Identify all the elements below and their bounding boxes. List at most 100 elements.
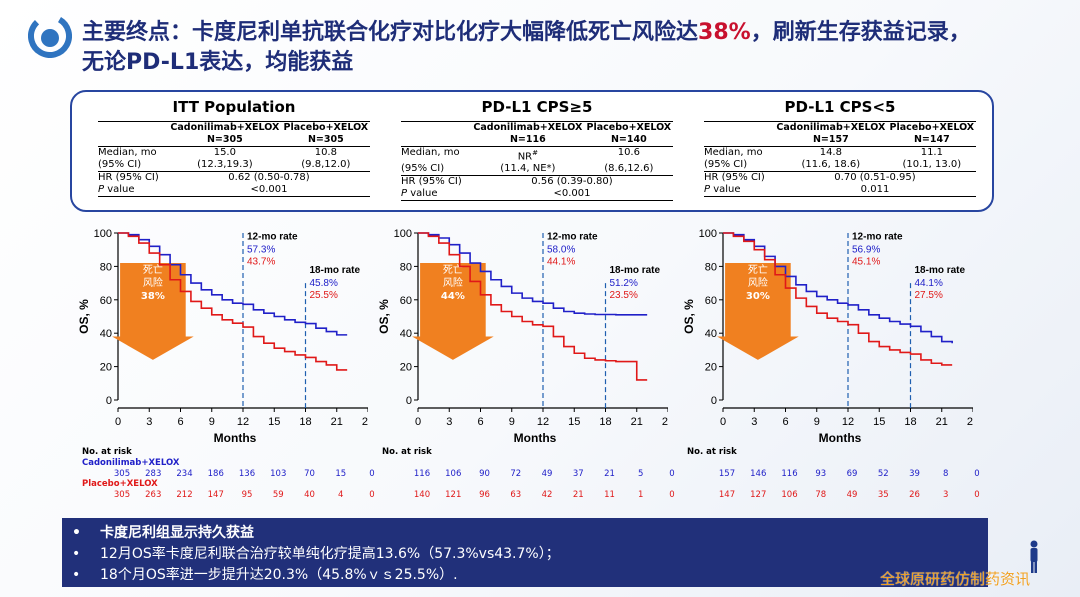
risk-count-blue: 8	[943, 469, 949, 479]
risk-count-red: 305	[113, 490, 131, 500]
risk-count-red: 95	[241, 490, 253, 500]
cell: (9.8,12.0)	[301, 159, 351, 170]
x-tick-label: 21	[936, 416, 948, 428]
arrow-label: 30%	[746, 291, 770, 302]
cell: (12.3,19.3)	[197, 159, 253, 170]
results-table: Cadonilimab+XELOX Placebo+XELOX N=305 N=30…	[98, 121, 370, 197]
y-tick-label: 80	[100, 261, 112, 273]
y-tick-label: 40	[400, 328, 412, 340]
y-tick-label: 100	[94, 228, 112, 240]
cell: (8.6,12.6)	[604, 163, 654, 175]
landmark-title: 12-mo rate	[852, 232, 903, 243]
x-tick-label: 0	[415, 416, 421, 428]
col-header: Placebo+XELOX	[889, 122, 975, 133]
risk-count-red: 121	[445, 490, 462, 500]
risk-count-red: 35	[877, 490, 889, 500]
y-tick-label: 60	[100, 295, 112, 307]
risk-count-blue: 15	[335, 469, 347, 479]
company-logo-icon	[28, 14, 72, 58]
risk-count-red: 127	[750, 490, 767, 500]
x-tick-label: 3	[446, 416, 452, 428]
col-n: N=116	[509, 134, 546, 145]
risk-count-red: 40	[304, 490, 315, 500]
x-tick-label: 12	[237, 416, 249, 428]
x-tick-label: 12	[537, 416, 549, 428]
risk-count-blue: 0	[369, 469, 375, 479]
x-tick-label: 12	[842, 416, 854, 428]
risk-count-red: 0	[669, 490, 675, 500]
risk-table-title: No. at risk	[82, 447, 132, 457]
x-tick-label: 15	[873, 416, 885, 428]
risk-count-blue: 116	[781, 469, 798, 479]
y-tick-label: 80	[705, 261, 717, 273]
y-tick-label: 0	[106, 395, 112, 407]
risk-label-red: Placebo+XELOX	[82, 479, 158, 489]
x-tick-label: 3	[146, 416, 152, 428]
landmark-rate-red: 44.1%	[547, 257, 575, 268]
risk-count-red: 147	[718, 490, 736, 500]
x-tick-label: 24	[362, 416, 368, 428]
y-tick-label: 60	[705, 295, 717, 307]
arrow-label: 死亡	[443, 263, 463, 276]
x-tick-label: 15	[268, 416, 280, 428]
risk-count-blue: 70	[304, 469, 315, 479]
risk-count-blue: 103	[270, 469, 287, 479]
risk-table-cps-ge5: No. at risk 116 106 90 72 49 37 21 5 0 140 121 96 63 4…	[380, 447, 680, 507]
risk-count-blue: 157	[718, 469, 736, 479]
risk-count-blue: 21	[604, 469, 615, 479]
arrow-label: 44%	[441, 291, 465, 302]
col-n: N=147	[913, 134, 950, 145]
cell: 14.8	[819, 147, 842, 158]
finding-line-3: • 18个月OS率进一步提升达20.3%（45.8%ｖｓ25.5%）.	[72, 567, 458, 583]
risk-count-red: 1	[638, 490, 644, 500]
landmark-rate-red: 25.5%	[310, 290, 338, 301]
cell: 10.6	[617, 147, 640, 158]
risk-count-blue: 93	[815, 469, 827, 479]
risk-count-blue: 5	[638, 469, 644, 479]
row-label: Median, mo	[704, 147, 763, 158]
risk-count-red: 140	[413, 490, 431, 500]
risk-count-blue: 0	[669, 469, 675, 479]
risk-count-red: 4	[338, 490, 344, 500]
landmark-title: 12-mo rate	[547, 232, 598, 243]
series-line-cadonilimab	[418, 232, 648, 316]
landmark-rate-blue: 56.9%	[852, 245, 880, 256]
risk-count-blue: 69	[846, 469, 858, 479]
risk-reduction-arrow	[112, 263, 194, 360]
x-tick-label: 6	[177, 416, 183, 428]
row-label: (95% CI)	[401, 163, 445, 175]
risk-count-red: 59	[272, 490, 284, 500]
risk-count-blue: 136	[238, 469, 256, 479]
y-tick-label: 20	[705, 362, 717, 374]
col-n: N=140	[610, 134, 647, 145]
landmark-title: 18-mo rate	[310, 265, 361, 276]
col-header: Cadonilimab+XELOX	[473, 122, 583, 133]
risk-table-itt: No. at risk Cadonilimab+XELOX Placebo+XELO…	[80, 447, 380, 507]
row-label: HR (95% CI)	[401, 176, 462, 188]
y-tick-label: 0	[711, 395, 717, 407]
title-text-end: ，刷新生存获益记录，	[750, 20, 971, 45]
risk-count-red: 21	[572, 490, 584, 500]
landmark-rate-blue: 44.1%	[915, 278, 943, 289]
col-n: N=157	[812, 134, 849, 145]
cell: 15.0	[213, 147, 236, 158]
cell: NR#	[517, 149, 538, 163]
y-tick-label: 40	[705, 328, 717, 340]
summary-tables-box: ITT Population Cadonilimab+XELOX Placebo+…	[70, 90, 994, 212]
cell: 0.70 (0.51-0.95)	[834, 172, 916, 183]
landmark-rate-blue: 45.8%	[310, 278, 338, 289]
arrow-label: 死亡	[748, 263, 768, 276]
table-title: PD-L1 CPS<5	[784, 98, 896, 116]
series-line-placebo	[723, 232, 953, 366]
risk-count-red: 0	[974, 490, 980, 500]
row-label: Median, mo	[98, 147, 157, 158]
finding-line-1: • 卡度尼利组显示持久获益	[72, 525, 254, 541]
risk-count-red: 147	[207, 490, 224, 500]
landmark-rate-red: 23.5%	[610, 290, 638, 301]
key-findings-panel: • 卡度尼利组显示持久获益 • 12月OS率卡度尼利联合治疗较单纯化疗提高13.6%…	[62, 518, 988, 587]
risk-count-red: 96	[479, 490, 490, 500]
landmark-title: 18-mo rate	[610, 265, 661, 276]
landmark-title: 12-mo rate	[247, 232, 298, 243]
risk-table-cps-lt5: No. at risk 157 146 116 93 69 52 39 8 0 147 127 106 7…	[685, 447, 985, 507]
x-axis-label: Months	[819, 431, 862, 445]
